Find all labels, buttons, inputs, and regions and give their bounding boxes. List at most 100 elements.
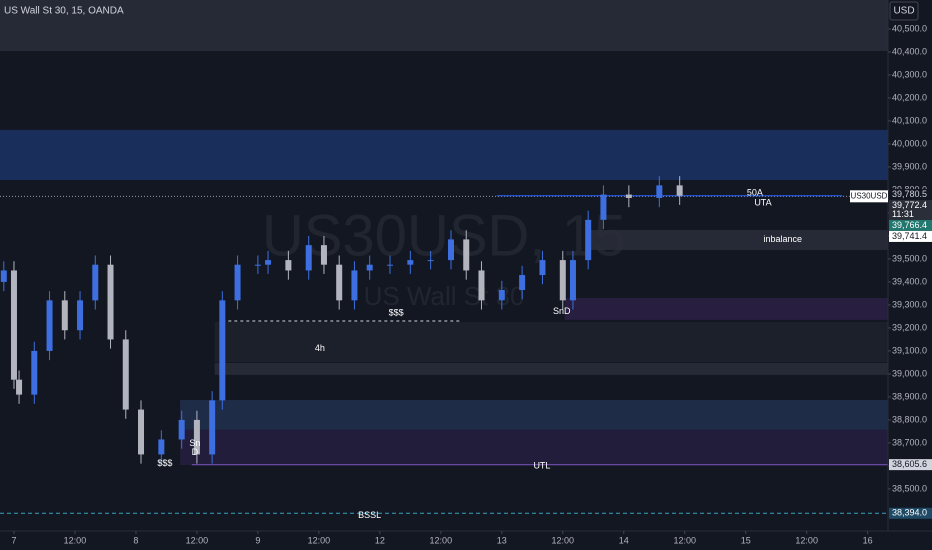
countdown: 11:31 [892,209,914,219]
currency-box[interactable] [889,1,919,21]
candle-body [625,194,632,199]
currency: USD [893,6,914,17]
candle-body [61,300,68,331]
candle-body [539,260,546,276]
x-tick-label: 9 [255,535,260,545]
candle-body [559,260,566,301]
candle-body [519,275,526,290]
zone [0,129,888,181]
candle-body [92,264,99,301]
y-tick-label: 39,000.0 [892,368,927,378]
zone [214,362,888,375]
candle-body [600,194,607,220]
candle-body [219,300,226,401]
candle-body [122,339,129,410]
y-tick-label: 39,100.0 [892,345,927,355]
y-tick-label: 40,500.0 [892,23,927,33]
zone [180,429,889,465]
candle-body [16,379,23,395]
price-label: 39,766.4 [892,220,927,230]
x-tick-label: 12 [375,535,385,545]
annotation: D [192,447,199,457]
y-tick-label: 40,000.0 [892,138,927,148]
annotation: $$$ [157,458,172,468]
y-tick-label: 40,100.0 [892,115,927,125]
candle-body [209,400,216,455]
x-tick-label: 13 [497,535,507,545]
price-label-box [889,230,932,242]
price-label-box [889,507,932,519]
y-tick-label: 39,200.0 [892,322,927,332]
candle-body [320,245,327,265]
annotation: inbalance [764,234,803,244]
candle-body [585,219,592,261]
candle-body [285,260,292,271]
zone [564,298,888,320]
x-tick-label: 7 [11,535,16,545]
annotation: 4h [315,343,325,353]
symbol-tag-box [850,190,888,203]
y-tick-label: 40,400.0 [892,46,927,56]
annotation: Sn [189,438,200,448]
x-tick-label: 12:00 [795,535,818,545]
candle-body [656,185,663,199]
y-tick-label: 39,500.0 [892,253,927,263]
candle-body [234,264,241,301]
symbol-tag: US30USD [851,191,888,200]
candle-body [193,419,200,455]
candle-body [10,270,17,380]
x-tick-label: 12:00 [552,535,575,545]
y-tick-label: 39,900.0 [892,161,927,171]
x-tick-label: 12:00 [64,535,87,545]
candle-body [158,439,165,455]
annotation: 50A [747,187,763,197]
candle-body [0,270,7,282]
candle-body [498,289,505,301]
candle-body [336,264,343,301]
annotation: BSSL [358,510,381,520]
annotation: $$$ [389,307,404,317]
x-tick-label: 12:00 [430,535,453,545]
candle-body [387,264,394,266]
x-tick-label: 14 [619,535,629,545]
price-label: 39,772.4 [892,200,927,210]
plot: US30USD, 15 US Wall St 30 4h inbalance $$$ Sn… [0,0,889,520]
candle-body [305,245,312,271]
zone [214,321,888,362]
y-tick-label: 38,700.0 [892,437,927,447]
y-tick-label: 38,500.0 [892,483,927,493]
annotation: SnD [553,306,571,316]
candle-body [407,260,414,265]
price-axis [888,0,932,550]
candle-body [46,300,53,351]
price-label-box [889,188,932,200]
y-tick-label: 40,300.0 [892,69,927,79]
candle-body [138,409,145,455]
candle-body [107,264,114,340]
price-label-box [889,199,932,220]
zone [589,229,888,250]
candle-body [676,185,683,196]
chart-title: US Wall St 30, 15, OANDA [4,6,124,17]
candle-body [447,239,454,261]
y-tick-label: 38,900.0 [892,391,927,401]
candle-body [178,419,185,440]
x-tick-label: 16 [863,535,873,545]
zone [0,0,888,52]
price-label: 38,605.6 [892,459,927,469]
candle-body [463,239,470,271]
zone [180,399,889,430]
candle-body [254,264,261,266]
x-tick-label: 8 [133,535,138,545]
candle-body [265,260,272,265]
candle-body [77,300,84,331]
annotation: UTA [754,197,771,207]
annotation: UTL [533,460,550,470]
candle-body [351,270,358,301]
candle-body [31,350,38,395]
y-tick-label: 38,800.0 [892,414,927,424]
price-label: 39,741.4 [892,231,927,241]
price-label: 38,394.0 [892,508,927,518]
